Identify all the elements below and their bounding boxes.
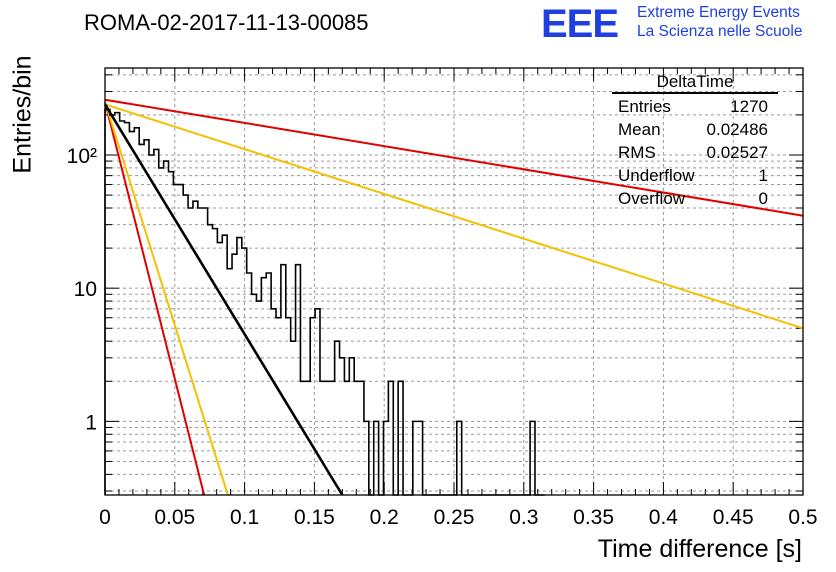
y-axis-title: Entries/bin (9, 55, 38, 173)
stats-value: 0.02486 (706, 120, 768, 139)
histogram-outline (104, 108, 545, 496)
x-tick-label: 0.05 (154, 506, 195, 529)
stats-value: 1 (758, 166, 768, 185)
series-line-red-steep (104, 101, 206, 496)
stats-value: 0.02527 (706, 143, 768, 162)
series-line-yellow-steep (104, 101, 229, 496)
chart-title: ROMA-02-2017-11-13-00085 (84, 10, 369, 35)
series-line-yellow-shallow (104, 103, 804, 330)
grid-lines (105, 68, 803, 495)
y-tick-label: 1 (85, 411, 97, 434)
stats-row-underflow: Underflow 1 (612, 164, 778, 187)
stats-label: RMS (618, 143, 656, 162)
stats-label: Entries (618, 97, 671, 116)
stats-box: DeltaTime Entries 1270 Mean 0.02486 RMS … (612, 72, 778, 210)
stats-value: 1270 (730, 97, 768, 116)
y-tick-label: 10² (67, 145, 97, 168)
y-axis-title-text: Entries/bin (8, 55, 37, 174)
x-tick-label: 0.1 (230, 506, 259, 529)
stats-value: 0 (758, 189, 768, 208)
x-tick-labels: 0 0.05 0.1 0.15 0.2 0.25 0.3 0.35 0.4 0.45 0.5 (99, 506, 817, 529)
x-tick-label: 0.2 (370, 506, 399, 529)
x-tick-label: 0.45 (713, 506, 754, 529)
logo-line-2: La Scienza nelle Scuole (637, 23, 803, 40)
stats-label: Underflow (618, 166, 695, 185)
plot-frame (104, 67, 804, 496)
stats-row-overflow: Overflow 0 (612, 187, 778, 210)
eee-logo: EEE (541, 2, 619, 46)
stats-row-mean: Mean 0.02486 (612, 118, 778, 141)
x-tick-label: 0 (99, 506, 111, 529)
x-tick-label: 0.15 (294, 506, 335, 529)
stats-label: Overflow (618, 189, 686, 208)
x-axis-title: Time difference [s] (597, 535, 802, 563)
y-tick-labels: 1 10 10² (67, 145, 97, 434)
y-tick-label: 10 (74, 278, 97, 301)
chart-series (104, 98, 804, 496)
histogram (103, 103, 545, 496)
x-tick-label: 0.3 (509, 506, 538, 529)
stats-title: DeltaTime (612, 72, 778, 94)
stats-row-rms: RMS 0.02527 (612, 141, 778, 164)
series-line-red-shallow (104, 98, 804, 217)
x-tick-label: 0.4 (649, 506, 679, 529)
stats-label: Mean (618, 120, 661, 139)
stats-row-entries: Entries 1270 (612, 95, 778, 118)
series-line-fit (103, 103, 344, 496)
x-tick-label: 0.35 (573, 506, 614, 529)
logo-line-1: Extreme Energy Events (637, 4, 800, 21)
x-tick-label: 0.25 (434, 506, 475, 529)
x-tick-label: 0.5 (788, 506, 817, 529)
logo-caption: Extreme Energy Events La Scienza nelle S… (637, 3, 802, 41)
